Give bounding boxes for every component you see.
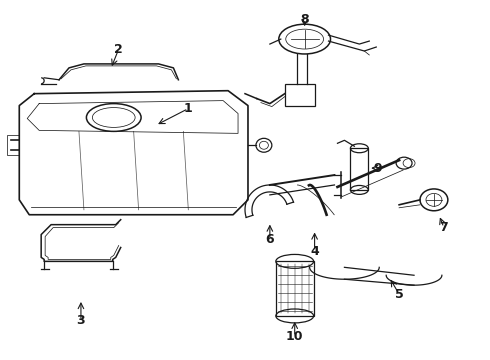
Text: 8: 8: [300, 13, 309, 26]
Text: 4: 4: [310, 245, 319, 258]
Text: 9: 9: [373, 162, 382, 175]
Text: 7: 7: [440, 221, 448, 234]
Text: 5: 5: [395, 288, 403, 301]
Bar: [7, 135, 19, 155]
Text: 10: 10: [286, 330, 303, 343]
Text: 1: 1: [184, 102, 193, 115]
Text: 2: 2: [114, 42, 123, 55]
Bar: [285, 84, 315, 105]
Text: 6: 6: [266, 233, 274, 246]
Text: 3: 3: [76, 314, 85, 327]
Bar: [350, 148, 368, 190]
Bar: [276, 261, 314, 316]
